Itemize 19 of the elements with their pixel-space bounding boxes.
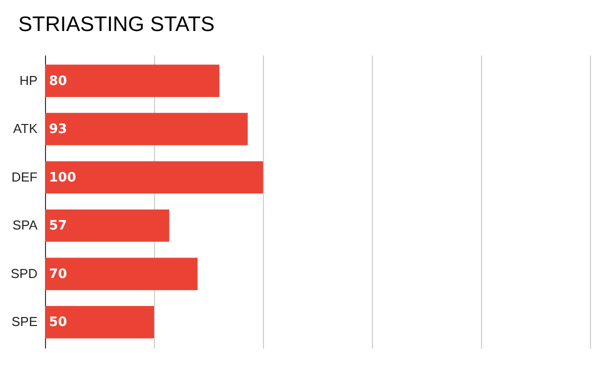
bar: [45, 112, 248, 146]
data-label: 50: [49, 315, 68, 330]
y-tick-label: SPA: [12, 218, 38, 233]
y-tick-label: SPD: [10, 266, 38, 281]
data-label: 70: [49, 266, 68, 282]
data-label: 80: [49, 74, 68, 89]
bar: [45, 209, 170, 242]
y-tick-label: HP: [19, 72, 38, 88]
data-label: 100: [49, 170, 76, 186]
bar: [45, 64, 220, 97]
data-label: 57: [49, 218, 68, 234]
bar: [45, 258, 198, 290]
chart-title: STRIASTING STATS: [18, 13, 215, 36]
y-tick-label: ATK: [13, 121, 38, 136]
data-label: 93: [49, 122, 68, 138]
y-tick-label: SPE: [11, 314, 38, 330]
y-tick-label: DEF: [12, 169, 38, 184]
bar: [45, 161, 263, 194]
bar: [45, 306, 154, 338]
